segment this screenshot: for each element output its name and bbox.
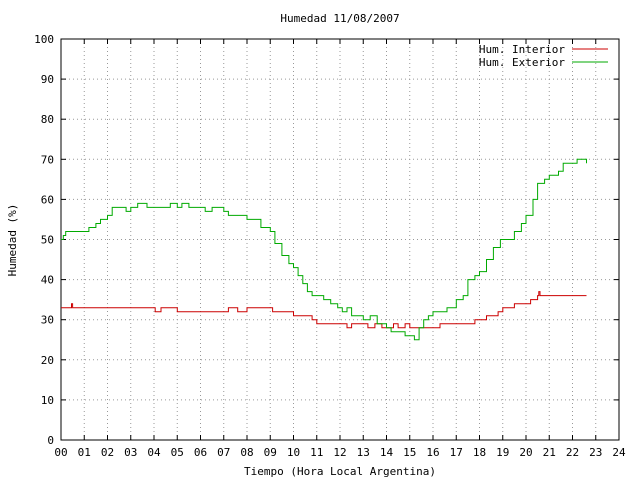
- x-tick-label: 18: [473, 446, 486, 459]
- x-tick-label: 06: [194, 446, 207, 459]
- y-tick-label: 10: [41, 394, 54, 407]
- x-tick-label: 05: [171, 446, 184, 459]
- y-axis-label: Humedad (%): [6, 204, 19, 277]
- y-tick-label: 30: [41, 314, 54, 327]
- x-axis-label: Tiempo (Hora Local Argentina): [244, 465, 436, 478]
- x-tick-label: 02: [101, 446, 114, 459]
- x-tick-label: 09: [264, 446, 277, 459]
- x-tick-label: 17: [450, 446, 463, 459]
- y-axis: 0 10 20 30 40 50 60 70 80 90 100: [34, 33, 619, 447]
- y-tick-label: 20: [41, 354, 54, 367]
- y-tick-label: 50: [41, 234, 54, 247]
- y-tick-label: 90: [41, 73, 54, 86]
- chart-title: Humedad 11/08/2007: [280, 12, 399, 25]
- x-tick-label: 23: [589, 446, 602, 459]
- legend-label: Hum. Exterior: [479, 56, 565, 69]
- x-tick-label: 08: [240, 446, 253, 459]
- x-tick-label: 13: [357, 446, 370, 459]
- x-tick-label: 12: [333, 446, 346, 459]
- x-tick-label: 20: [519, 446, 532, 459]
- x-tick-label: 22: [566, 446, 579, 459]
- x-tick-label: 10: [287, 446, 300, 459]
- y-tick-label: 0: [47, 434, 54, 447]
- grid: [61, 39, 619, 440]
- y-tick-label: 40: [41, 274, 54, 287]
- y-tick-label: 70: [41, 153, 54, 166]
- x-tick-label: 07: [217, 446, 230, 459]
- series-group: [61, 158, 587, 341]
- series-line-0: [61, 291, 587, 329]
- x-tick-label: 14: [380, 446, 394, 459]
- x-tick-label: 04: [147, 446, 161, 459]
- y-tick-label: 60: [41, 193, 54, 206]
- x-tick-label: 19: [496, 446, 509, 459]
- x-tick-label: 15: [403, 446, 416, 459]
- x-tick-label: 03: [124, 446, 137, 459]
- x-tick-label: 01: [78, 446, 91, 459]
- x-tick-label: 11: [310, 446, 323, 459]
- legend-label: Hum. Interior: [479, 43, 565, 56]
- x-tick-label: 00: [54, 446, 67, 459]
- x-tick-label: 24: [612, 446, 626, 459]
- x-tick-label: 16: [426, 446, 439, 459]
- y-tick-label: 80: [41, 113, 54, 126]
- x-tick-label: 21: [543, 446, 556, 459]
- x-axis: 00 01 02 03 04 05 06 07 08 09 10 11 12 13 14 15 16 17 18 19…: [54, 39, 626, 459]
- series-line-1: [61, 158, 587, 341]
- y-tick-label: 100: [34, 33, 54, 46]
